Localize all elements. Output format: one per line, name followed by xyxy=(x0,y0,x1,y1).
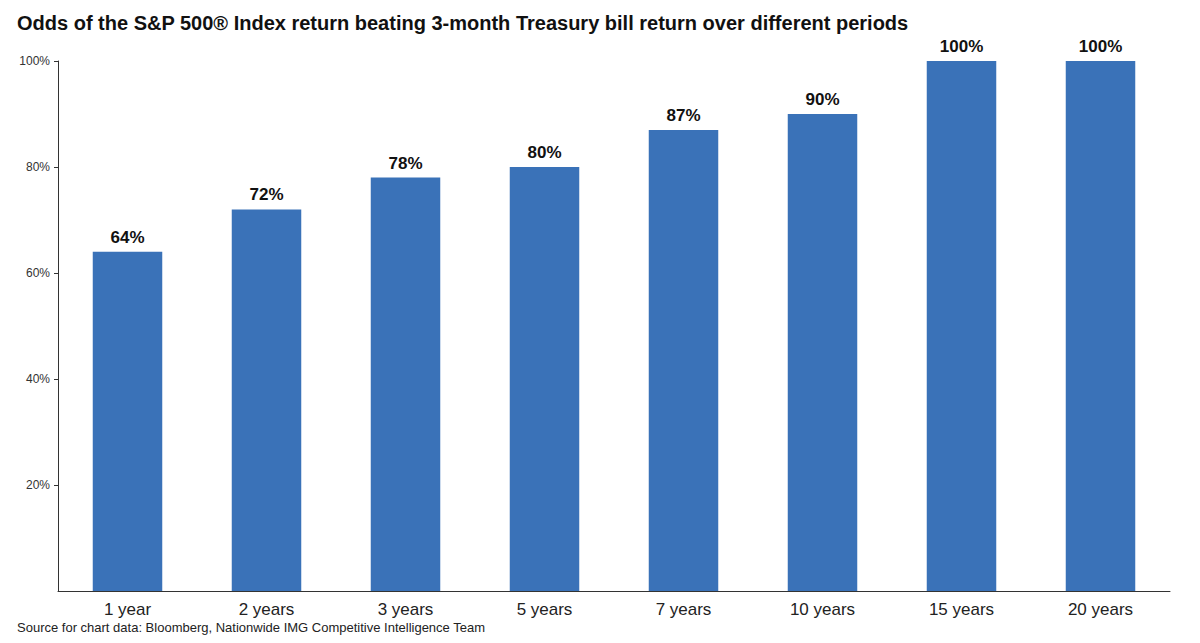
svg-text:15 years: 15 years xyxy=(929,600,994,619)
svg-text:78%: 78% xyxy=(388,154,422,173)
svg-text:20 years: 20 years xyxy=(1068,600,1133,619)
svg-text:100%: 100% xyxy=(940,37,983,56)
svg-text:2 years: 2 years xyxy=(239,600,295,619)
svg-text:80%: 80% xyxy=(527,143,561,162)
svg-text:20%: 20% xyxy=(26,478,50,492)
svg-text:87%: 87% xyxy=(666,106,700,125)
svg-text:1 year: 1 year xyxy=(104,600,152,619)
svg-text:100%: 100% xyxy=(19,54,50,68)
svg-text:10 years: 10 years xyxy=(790,600,855,619)
svg-text:72%: 72% xyxy=(249,185,283,204)
svg-text:3 years: 3 years xyxy=(378,600,434,619)
svg-text:100%: 100% xyxy=(1079,37,1122,56)
svg-text:5 years: 5 years xyxy=(517,600,573,619)
svg-text:Source for chart data: Bloombe: Source for chart data: Bloomberg, Nation… xyxy=(17,620,485,635)
svg-text:Odds of the S&P 500® Index ret: Odds of the S&P 500® Index return beatin… xyxy=(17,12,908,34)
svg-text:60%: 60% xyxy=(26,266,50,280)
svg-text:40%: 40% xyxy=(26,372,50,386)
svg-text:80%: 80% xyxy=(26,160,50,174)
svg-text:64%: 64% xyxy=(110,228,144,247)
svg-text:90%: 90% xyxy=(805,90,839,109)
svg-text:7 years: 7 years xyxy=(656,600,712,619)
